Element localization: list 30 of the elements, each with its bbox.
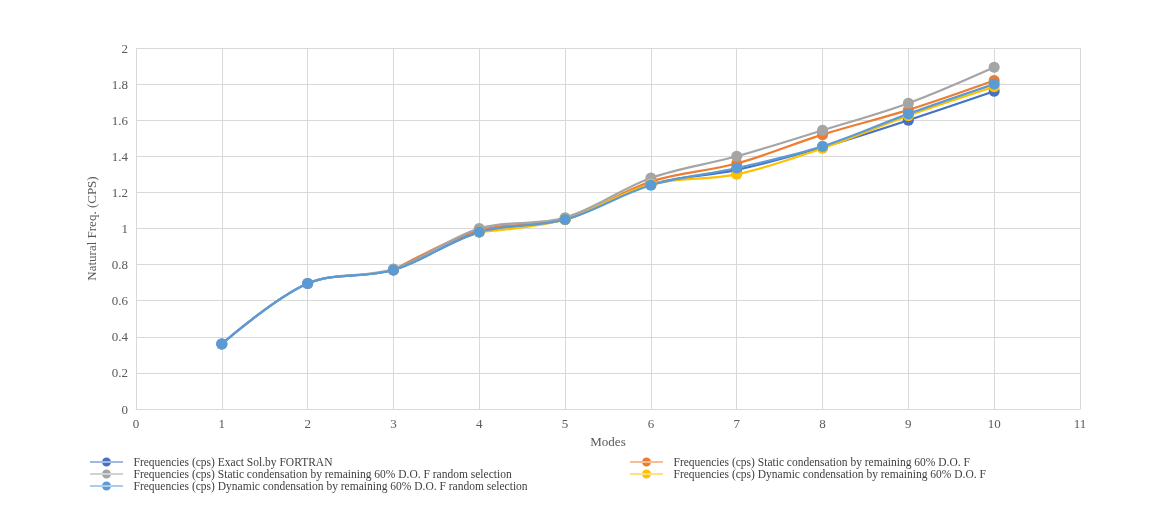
legend-label: Frequencies (cps) Dynamic condensation by remaining 60% D.O. F	[673, 468, 986, 481]
y-tick-label: 1.8	[111, 76, 128, 92]
x-tick-label: 6	[647, 416, 655, 431]
x-tick-label: 7	[733, 416, 741, 431]
x-tick-label: 10	[987, 416, 1001, 431]
x-axis-title: Modes	[590, 433, 626, 449]
x-tick-label: 2	[304, 416, 311, 431]
y-tick-label: 1	[121, 221, 128, 236]
y-tick-label: 0.6	[111, 293, 129, 309]
x-tick-label: 1	[218, 416, 226, 431]
legend-label: Frequencies (cps) Exact Sol.by FORTRAN	[133, 456, 334, 469]
y-tick-label: 1.2	[111, 184, 128, 200]
y-tick-label: 0.4	[111, 329, 129, 345]
y-tick-label: 1.6	[111, 112, 129, 128]
y-tick-label: 0.2	[111, 365, 128, 381]
legend-label: Frequencies (cps) Static condensation by remaining 60% D.O. F	[673, 456, 970, 469]
y-tick-label: 2	[121, 40, 128, 56]
y-tick-label: 1.4	[111, 148, 129, 164]
legend-label: Frequencies (cps) Static condensation by remaining 60% D.O. F random selection	[133, 468, 512, 481]
x-tick-label: 11	[1073, 416, 1087, 431]
x-tick-label: 8	[819, 416, 826, 431]
x-tick-label: 0	[132, 416, 140, 431]
y-axis-title: Natural Freq. (CPS)	[84, 176, 99, 281]
legend-label: Frequencies (cps) Dynamic condensation by remaining 60% D.O. F random selection	[133, 480, 528, 493]
x-tick-label: 9	[905, 416, 912, 431]
y-tick-label: 0	[121, 401, 128, 417]
x-tick-label: 3	[390, 416, 397, 431]
y-tick-label: 0.8	[111, 257, 128, 273]
x-tick-label: 5	[561, 416, 569, 431]
x-tick-label: 4	[476, 416, 484, 431]
